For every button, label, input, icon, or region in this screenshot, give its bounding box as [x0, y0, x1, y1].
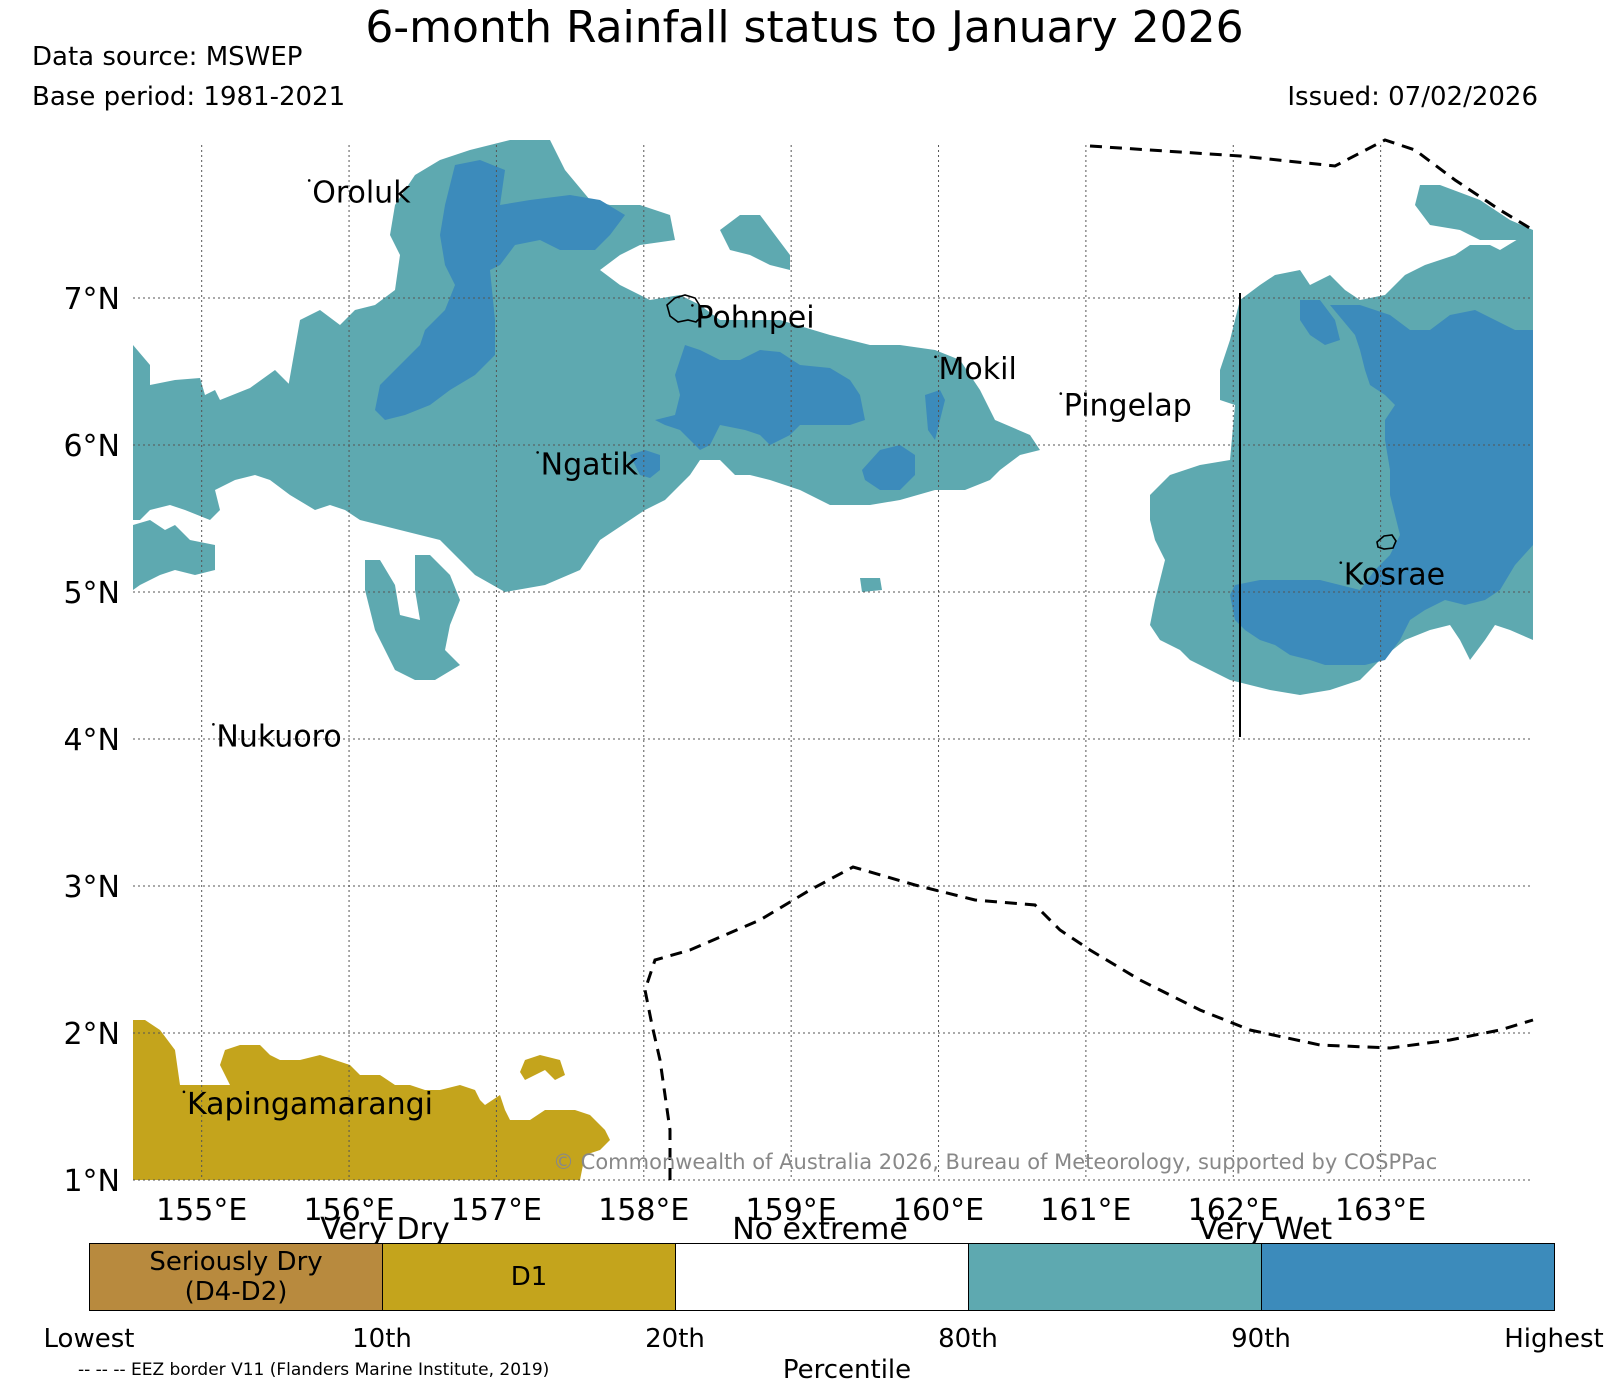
legend-heading-very-dry: Very Dry — [320, 1212, 450, 1247]
lat-tick-label: 6°N — [63, 429, 120, 464]
legend-box-no-extreme — [675, 1243, 969, 1311]
wet-region-islet-1 — [860, 578, 882, 592]
legend-label-d1: D1 — [510, 1262, 548, 1292]
legend-box-very-wet — [968, 1243, 1262, 1311]
place-label-oroluk: Oroluk — [312, 175, 411, 210]
lon-tick-label: 159°E — [746, 1193, 837, 1228]
legend-heading-no-extreme: No extreme — [732, 1212, 908, 1247]
place-label-kapingamarangi: Kapingamarangi — [187, 1087, 433, 1122]
wet-region-west — [133, 140, 1040, 592]
place-marker — [182, 1090, 186, 1094]
place-marker — [1059, 392, 1063, 395]
wet-region-northeast — [1415, 185, 1533, 240]
legend-heading-very-wet: Very Wet — [1197, 1212, 1333, 1247]
copyright-notice: © Commonwealth of Australia 2026, Bureau… — [553, 1150, 1438, 1174]
legend-label-seriously-dry: Seriously Dry (D4-D2) — [149, 1247, 323, 1307]
place-marker — [536, 451, 539, 454]
lon-tick-label: 155°E — [156, 1193, 247, 1228]
lon-tick-label: 163°E — [1335, 1193, 1426, 1228]
eez-border-south — [643, 865, 1534, 1180]
kosrae-island-outline — [1376, 534, 1397, 550]
highest-region-patch-a — [630, 450, 660, 478]
map-grid — [133, 145, 1533, 1181]
issued-date: Issued: 07/02/2026 — [1287, 82, 1538, 112]
pohnpei-island-outline — [666, 294, 703, 323]
lon-tick-label: 156°E — [303, 1193, 394, 1228]
d1-dry-area — [133, 1020, 610, 1180]
lat-tick-label: 3°N — [63, 870, 120, 905]
legend-tick-80th: 80th — [938, 1324, 998, 1354]
eez-borders — [643, 138, 1534, 1180]
place-marker — [934, 355, 937, 359]
place-label-mokil: Mokil — [939, 352, 1017, 387]
wet-region-north-patch — [720, 215, 790, 270]
legend-tick-20th: 20th — [645, 1324, 705, 1354]
place-labels: Oroluk Pohnpei Mokil Pingelap Ngatik Kosrae Nu… — [182, 175, 1445, 1122]
legend-tick-10th: 10th — [352, 1324, 412, 1354]
legend-box-seriously-dry: Seriously Dry (D4-D2) — [89, 1243, 383, 1311]
rainfall-layers — [133, 140, 1533, 1180]
lon-tick-label: 160°E — [893, 1193, 984, 1228]
place-label-pingelap: Pingelap — [1064, 389, 1192, 424]
highest-region-north — [375, 160, 625, 420]
place-label-kosrae: Kosrae — [1344, 558, 1445, 593]
highest-region-center — [655, 345, 865, 450]
wet-region-southwest — [133, 520, 215, 590]
highest-region-patch-c — [925, 390, 945, 440]
legend-tick-highest: Highest — [1504, 1324, 1604, 1354]
highest-areas — [375, 160, 1533, 665]
highest-region-east-patch — [1300, 300, 1340, 345]
legend-tick-90th: 90th — [1231, 1324, 1291, 1354]
lon-tick-label: 162°E — [1188, 1193, 1279, 1228]
axis-tick-labels: 155°E 156°E 157°E 158°E 159°E 160°E 161°E 162°E… — [63, 282, 1426, 1228]
legend-xlabel: Percentile — [782, 1355, 912, 1385]
place-marker — [307, 179, 311, 182]
legend-box-d1: D1 — [382, 1243, 676, 1311]
highest-region-east — [1230, 305, 1533, 665]
map-title: 6-month Rainfall status to January 2026 — [365, 2, 1244, 53]
lon-tick-label: 161°E — [1040, 1193, 1131, 1228]
eez-border-northeast — [1089, 138, 1534, 232]
legend-box-highest — [1261, 1243, 1555, 1311]
place-label-pohnpei: Pohnpei — [695, 300, 814, 335]
place-marker — [212, 723, 215, 726]
legend-tick-lowest: Lowest — [43, 1324, 135, 1354]
lon-tick-label: 158°E — [598, 1193, 689, 1228]
lon-tick-label: 157°E — [451, 1193, 542, 1228]
data-source: Data source: MSWEP — [32, 42, 303, 72]
place-label-nukuoro: Nukuoro — [216, 719, 341, 754]
lat-tick-label: 4°N — [63, 723, 120, 758]
highest-region-patch-b — [862, 445, 915, 490]
lat-tick-label: 1°N — [63, 1164, 120, 1199]
lat-tick-label: 7°N — [63, 282, 120, 317]
place-marker — [1339, 561, 1343, 564]
place-marker — [691, 304, 694, 307]
wet-region-south-patch — [365, 555, 460, 680]
place-label-ngatik: Ngatik — [541, 447, 639, 482]
lat-tick-label: 5°N — [63, 576, 120, 611]
eez-note: -- -- -- EEZ border V11 (Flanders Marine… — [78, 1360, 550, 1380]
lat-tick-label: 2°N — [63, 1017, 120, 1052]
base-period: Base period: 1981-2021 — [32, 82, 346, 112]
